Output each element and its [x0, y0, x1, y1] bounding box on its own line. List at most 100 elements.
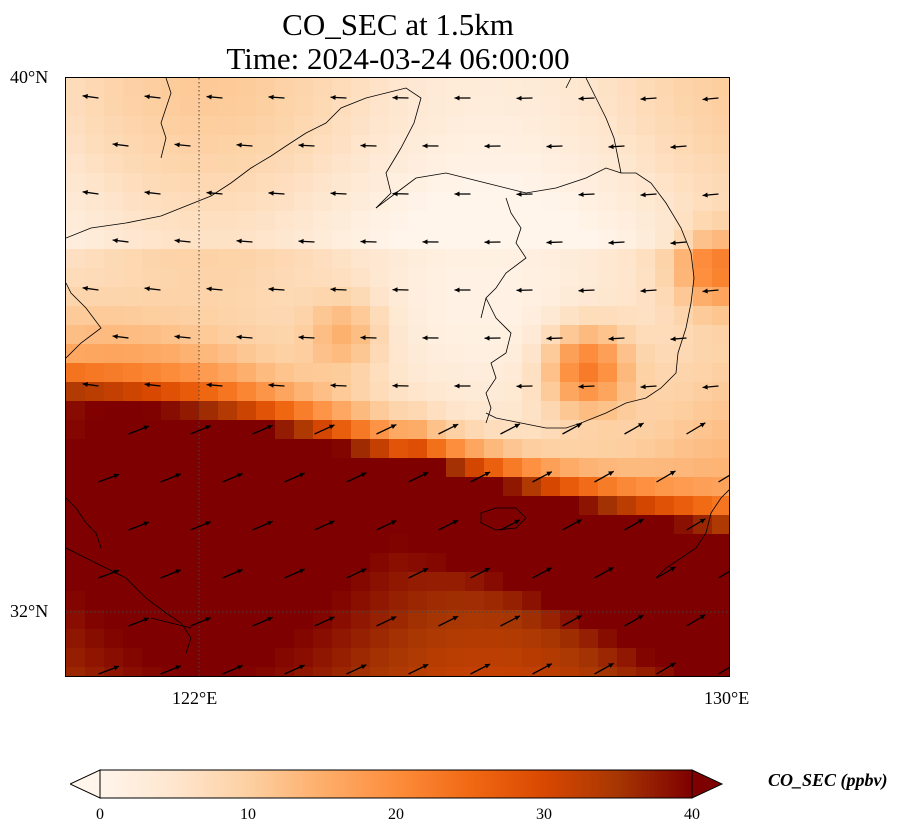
field-cell	[66, 572, 86, 592]
gridlines	[66, 78, 729, 676]
field-cell	[275, 211, 295, 231]
field-cell	[427, 363, 447, 383]
field-cell	[218, 230, 238, 250]
field-cell	[237, 420, 257, 440]
field-cell	[218, 401, 238, 421]
field-cell	[294, 629, 314, 649]
field-cell	[693, 230, 713, 250]
field-cell	[332, 458, 352, 478]
field-cell	[636, 230, 656, 250]
field-cell	[180, 477, 200, 497]
field-cell	[655, 629, 675, 649]
field-cell	[674, 553, 694, 573]
field-cell	[636, 534, 656, 554]
wind-arrow	[190, 617, 212, 627]
field-cell	[351, 287, 371, 307]
field-cell	[85, 363, 105, 383]
field-cell	[636, 667, 656, 676]
field-cell	[104, 648, 124, 668]
field-cell	[465, 344, 485, 364]
field-cell	[579, 249, 599, 269]
field-cell	[560, 401, 580, 421]
field-cell	[598, 287, 618, 307]
wind-arrow	[484, 335, 501, 341]
field-cell	[693, 363, 713, 383]
field-cell	[351, 667, 371, 676]
field-cell	[522, 344, 542, 364]
wind-arrow	[702, 96, 719, 102]
field-cell	[104, 287, 124, 307]
field-cell	[674, 458, 694, 478]
wind-vectors	[82, 94, 729, 675]
wind-arrow	[252, 520, 273, 531]
field-cell	[161, 458, 181, 478]
wind-arrow	[718, 474, 729, 483]
wind-arrow	[718, 666, 729, 675]
field-cell	[313, 553, 333, 573]
field-cell	[503, 515, 523, 535]
field-cell	[389, 116, 409, 136]
field-cell	[218, 116, 238, 136]
field-cell	[66, 154, 86, 174]
field-cell	[560, 382, 580, 402]
field-cell	[313, 629, 333, 649]
field-cell	[275, 515, 295, 535]
field-cell	[66, 211, 86, 231]
field-cell	[389, 534, 409, 554]
field-cell	[275, 116, 295, 136]
field-cell	[123, 439, 143, 459]
field-cell	[446, 496, 466, 516]
field-cell	[427, 78, 447, 98]
wind-arrow	[206, 382, 223, 388]
field-cell	[427, 591, 447, 611]
field-cell	[598, 458, 618, 478]
field-cell	[503, 667, 523, 676]
field-cell	[161, 230, 181, 250]
wind-arrow	[422, 143, 439, 149]
wind-arrow	[160, 473, 182, 483]
field-cell	[180, 363, 200, 383]
field-cell	[674, 667, 694, 676]
field-cell	[674, 97, 694, 117]
field-cell	[693, 97, 713, 117]
field-cell	[370, 78, 390, 98]
field-cell	[142, 325, 162, 345]
field-cell	[313, 515, 333, 535]
field-cell	[408, 173, 428, 193]
field-cell	[180, 116, 200, 136]
field-cell	[484, 477, 504, 497]
wind-arrow	[330, 383, 347, 389]
field-cell	[693, 648, 713, 668]
field-cell	[541, 629, 561, 649]
field-cell	[275, 230, 295, 250]
field-cell	[598, 648, 618, 668]
field-cell	[237, 344, 257, 364]
wind-arrow	[546, 143, 563, 149]
field-cell	[617, 610, 637, 630]
wind-arrow	[656, 662, 676, 675]
field-cell	[351, 268, 371, 288]
field-cell	[85, 401, 105, 421]
field-cell	[712, 515, 729, 535]
field-cell	[351, 534, 371, 554]
field-cell	[370, 363, 390, 383]
field-cell	[522, 534, 542, 554]
field-cell	[199, 382, 219, 402]
wind-arrow	[112, 142, 129, 148]
field-cell	[161, 667, 181, 676]
field-cell	[66, 382, 86, 402]
field-cell	[484, 230, 504, 250]
wind-arrow	[438, 519, 459, 531]
field-cell	[522, 477, 542, 497]
field-cell	[503, 553, 523, 573]
field-cell	[313, 401, 333, 421]
field-cell	[674, 496, 694, 516]
field-cell	[465, 420, 485, 440]
field-cell	[598, 116, 618, 136]
field-cell	[484, 401, 504, 421]
wind-arrow	[470, 471, 491, 483]
field-cell	[560, 344, 580, 364]
field-cell	[560, 268, 580, 288]
field-cell	[560, 591, 580, 611]
field-cell	[484, 420, 504, 440]
